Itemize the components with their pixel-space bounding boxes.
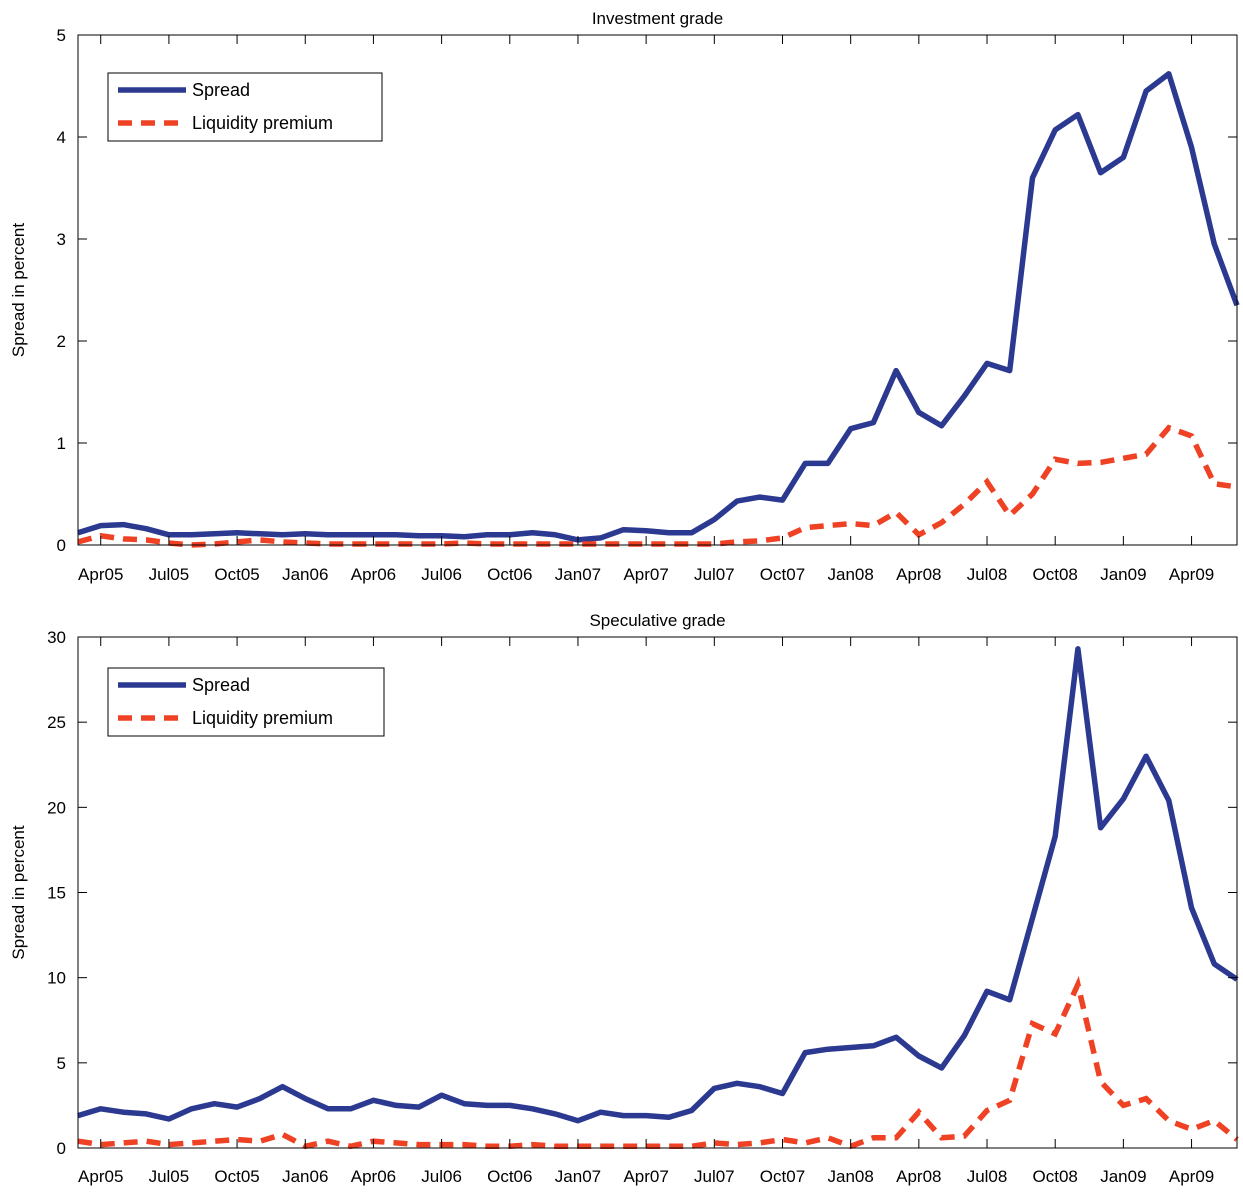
x-tick-label: Oct08	[1033, 565, 1078, 584]
x-tick-label: Jul07	[694, 565, 735, 584]
y-tick-label: 5	[57, 1054, 66, 1073]
x-tick-label: Apr08	[896, 565, 941, 584]
legend-label: Spread	[192, 675, 250, 695]
y-tick-label: 0	[57, 536, 66, 555]
x-tick-label: Jul08	[967, 1167, 1008, 1186]
y-tick-label: 3	[57, 230, 66, 249]
x-tick-label: Apr09	[1169, 565, 1214, 584]
y-tick-label: 15	[47, 884, 66, 903]
x-tick-label: Jan09	[1100, 565, 1146, 584]
investment-grade-panel: Investment grade Spread in percent 0 1 2 3 4 5 A…	[9, 9, 1240, 584]
x-tick-label: Apr05	[78, 565, 123, 584]
x-tick-label: Jan08	[828, 565, 874, 584]
x-tick-label: Jan07	[555, 1167, 601, 1186]
legend-label: Spread	[192, 80, 250, 100]
chart-title: Investment grade	[592, 9, 723, 28]
x-tick-label: Oct07	[760, 565, 805, 584]
x-tick-label: Apr07	[623, 1167, 668, 1186]
series-line-spread	[77, 71, 1240, 543]
legend-box	[107, 667, 385, 737]
y-tick-label: 4	[57, 128, 66, 147]
y-axis-label: Spread in percent	[9, 825, 28, 959]
x-tick-label: Oct06	[487, 565, 532, 584]
x-tick-label: Jan08	[828, 1167, 874, 1186]
y-tick-label: 1	[57, 434, 66, 453]
speculative-grade-panel: Speculative grade Spread in percent 0 5 10 15…	[9, 611, 1239, 1186]
x-tick-label: Jul08	[967, 565, 1008, 584]
x-tick-label: Apr06	[351, 1167, 396, 1186]
x-tick-label: Oct08	[1033, 1167, 1078, 1186]
x-tick-label: Jul07	[694, 1167, 735, 1186]
chart-title: Speculative grade	[589, 611, 725, 630]
y-tick-label: 10	[47, 969, 66, 988]
x-tick-label: Jul05	[149, 1167, 190, 1186]
x-tick-label: Jan06	[282, 1167, 328, 1186]
y-tick-label: 2	[57, 332, 66, 351]
x-tick-label: Jul06	[421, 1167, 462, 1186]
x-tick-label: Apr05	[78, 1167, 123, 1186]
x-tick-label: Oct05	[214, 565, 259, 584]
x-tick-label: Apr09	[1169, 1167, 1214, 1186]
legend-label: Liquidity premium	[192, 708, 333, 728]
x-tick-label: Apr08	[896, 1167, 941, 1186]
x-tick-label: Jan06	[282, 565, 328, 584]
legend-label: Liquidity premium	[192, 113, 333, 133]
series-line-liquidity-premium	[77, 976, 1239, 1150]
y-tick-label: 0	[57, 1139, 66, 1158]
legend: Spread Liquidity premium	[107, 72, 383, 142]
series-line-liquidity-premium	[77, 424, 1238, 548]
x-tick-label: Apr07	[623, 565, 668, 584]
x-tick-label: Jan09	[1100, 1167, 1146, 1186]
x-tick-label: Jan07	[555, 565, 601, 584]
x-tick-label: Jul06	[421, 565, 462, 584]
y-tick-label: 5	[57, 26, 66, 45]
legend: Spread Liquidity premium	[107, 667, 385, 737]
legend-box	[107, 72, 383, 142]
x-tick-label: Jul05	[149, 565, 190, 584]
y-tick-label: 20	[47, 798, 66, 817]
y-axis-label: Spread in percent	[9, 223, 28, 357]
y-tick-label: 30	[47, 628, 66, 647]
x-tick-label: Oct07	[760, 1167, 805, 1186]
x-tick-label: Oct06	[487, 1167, 532, 1186]
y-tick-label: 25	[47, 713, 66, 732]
x-tick-label: Apr06	[351, 565, 396, 584]
series-line-spread	[77, 646, 1239, 1124]
axes-frame	[77, 34, 1238, 546]
x-tick-label: Oct05	[214, 1167, 259, 1186]
